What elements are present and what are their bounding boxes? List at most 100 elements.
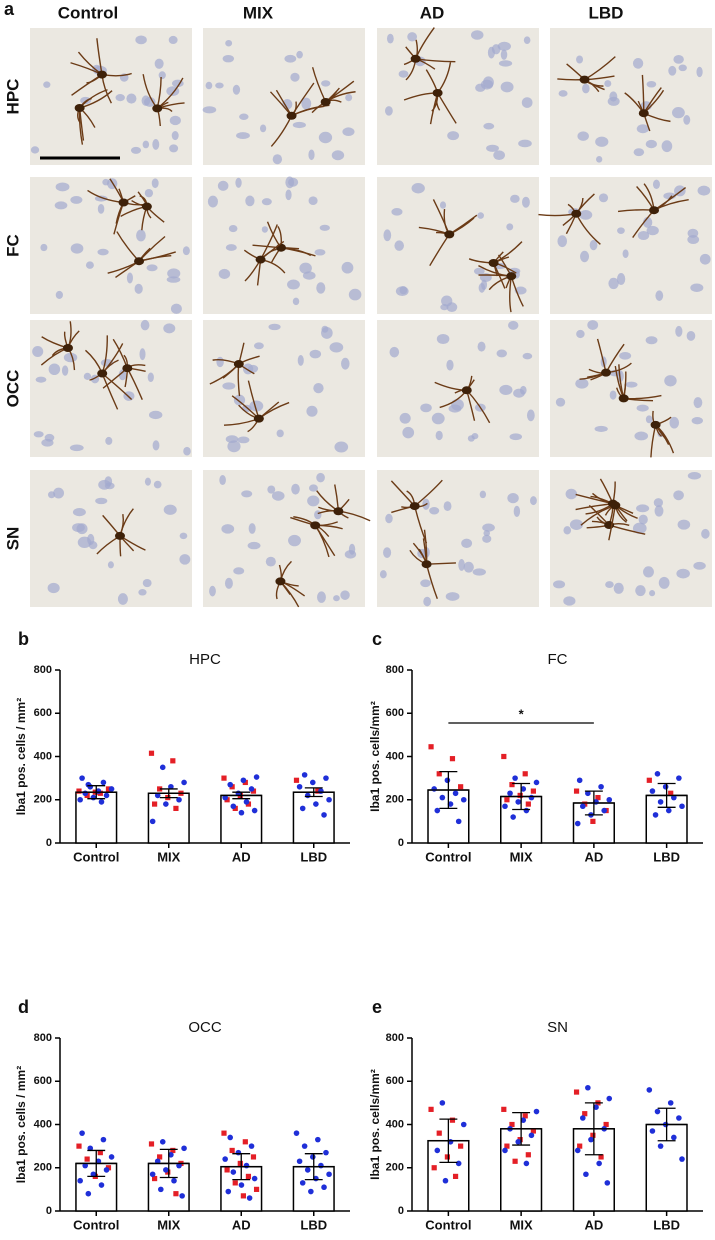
nucleus xyxy=(268,323,281,331)
panel-letter: b xyxy=(18,629,29,649)
nucleus xyxy=(235,177,242,188)
column-header: Control xyxy=(58,3,118,22)
nucleus xyxy=(138,588,147,596)
nucleus xyxy=(69,444,84,452)
nucleus xyxy=(142,578,152,588)
error-bar xyxy=(75,1149,117,1178)
data-point xyxy=(227,781,234,788)
nucleus xyxy=(136,229,146,242)
nucleus xyxy=(609,390,617,400)
error-bar xyxy=(293,1153,335,1181)
y-tick-label: 600 xyxy=(386,707,404,719)
nucleus xyxy=(595,136,609,147)
nucleus xyxy=(691,417,703,425)
row-header: FC xyxy=(3,234,22,257)
data-point xyxy=(230,803,237,810)
micrograph-bg xyxy=(550,177,712,314)
micrograph-bg xyxy=(550,28,712,165)
nucleus xyxy=(30,146,40,154)
soma xyxy=(275,577,286,586)
nucleus xyxy=(673,490,684,501)
error-bar xyxy=(500,782,542,811)
nucleus xyxy=(479,490,487,499)
nucleus xyxy=(558,90,568,97)
nucleus xyxy=(227,440,241,453)
data-point xyxy=(232,1180,238,1186)
nucleus xyxy=(224,577,233,589)
nucleus xyxy=(55,290,63,299)
soma xyxy=(610,501,621,510)
data-point xyxy=(79,775,85,781)
nucleus xyxy=(154,58,164,69)
data-point xyxy=(528,1132,535,1139)
nucleus xyxy=(473,267,485,275)
nucleus xyxy=(632,58,644,69)
nucleus xyxy=(265,556,276,567)
nucleus xyxy=(669,416,680,429)
nucleus xyxy=(445,592,460,601)
data-point xyxy=(235,1149,242,1156)
data-point xyxy=(523,1160,530,1167)
nucleus xyxy=(699,253,711,265)
data-point xyxy=(165,1169,171,1175)
y-tick-label: 200 xyxy=(386,794,404,806)
data-point xyxy=(299,1180,306,1186)
data-point xyxy=(512,775,518,781)
data-point xyxy=(646,1087,653,1093)
nucleus xyxy=(649,590,656,597)
nucleus xyxy=(617,227,625,234)
nucleus xyxy=(182,246,190,256)
nucleus xyxy=(209,585,216,597)
data-point xyxy=(434,1147,441,1154)
micrograph-bg xyxy=(30,177,192,314)
nucleus xyxy=(207,195,218,208)
nucleus xyxy=(565,488,578,500)
nucleus xyxy=(613,582,624,594)
nucleus xyxy=(152,440,160,451)
nucleus xyxy=(77,536,92,549)
data-point xyxy=(245,1173,252,1179)
soma xyxy=(638,109,649,118)
nucleus xyxy=(645,415,653,424)
data-point xyxy=(604,1180,611,1186)
soma xyxy=(410,54,421,63)
nucleus xyxy=(609,91,618,102)
chart-title: FC xyxy=(548,651,568,668)
data-point xyxy=(323,1149,329,1156)
nucleus xyxy=(40,243,48,252)
nucleus xyxy=(236,132,250,140)
nucleus xyxy=(163,323,176,334)
nucleus xyxy=(577,131,589,141)
data-point xyxy=(577,1143,583,1149)
data-point xyxy=(253,774,260,780)
data-point xyxy=(250,1154,257,1160)
nucleus xyxy=(43,81,51,88)
data-point xyxy=(447,801,454,807)
nucleus xyxy=(292,121,306,129)
data-point xyxy=(76,1143,82,1149)
data-point xyxy=(97,1150,103,1156)
micrograph xyxy=(203,176,365,314)
data-point xyxy=(657,1143,664,1149)
data-point xyxy=(654,771,661,777)
nucleus xyxy=(170,303,182,314)
nucleus xyxy=(118,369,127,381)
nucleus xyxy=(589,239,598,251)
nucleus xyxy=(431,412,445,425)
x-tick-label: MIX xyxy=(157,1217,180,1232)
nucleus xyxy=(334,441,349,453)
nucleus xyxy=(233,394,246,406)
x-tick-label: Control xyxy=(73,1217,119,1232)
nucleus xyxy=(53,487,65,499)
micrograph xyxy=(377,27,539,165)
data-point xyxy=(603,1121,609,1128)
data-point xyxy=(100,1136,107,1143)
nucleus xyxy=(139,348,146,361)
nucleus xyxy=(563,526,572,535)
nucleus xyxy=(477,341,486,352)
nucleus xyxy=(654,505,664,517)
data-point xyxy=(510,814,516,820)
nucleus xyxy=(61,365,69,376)
nucleus xyxy=(411,183,425,194)
nucleus xyxy=(398,70,409,78)
